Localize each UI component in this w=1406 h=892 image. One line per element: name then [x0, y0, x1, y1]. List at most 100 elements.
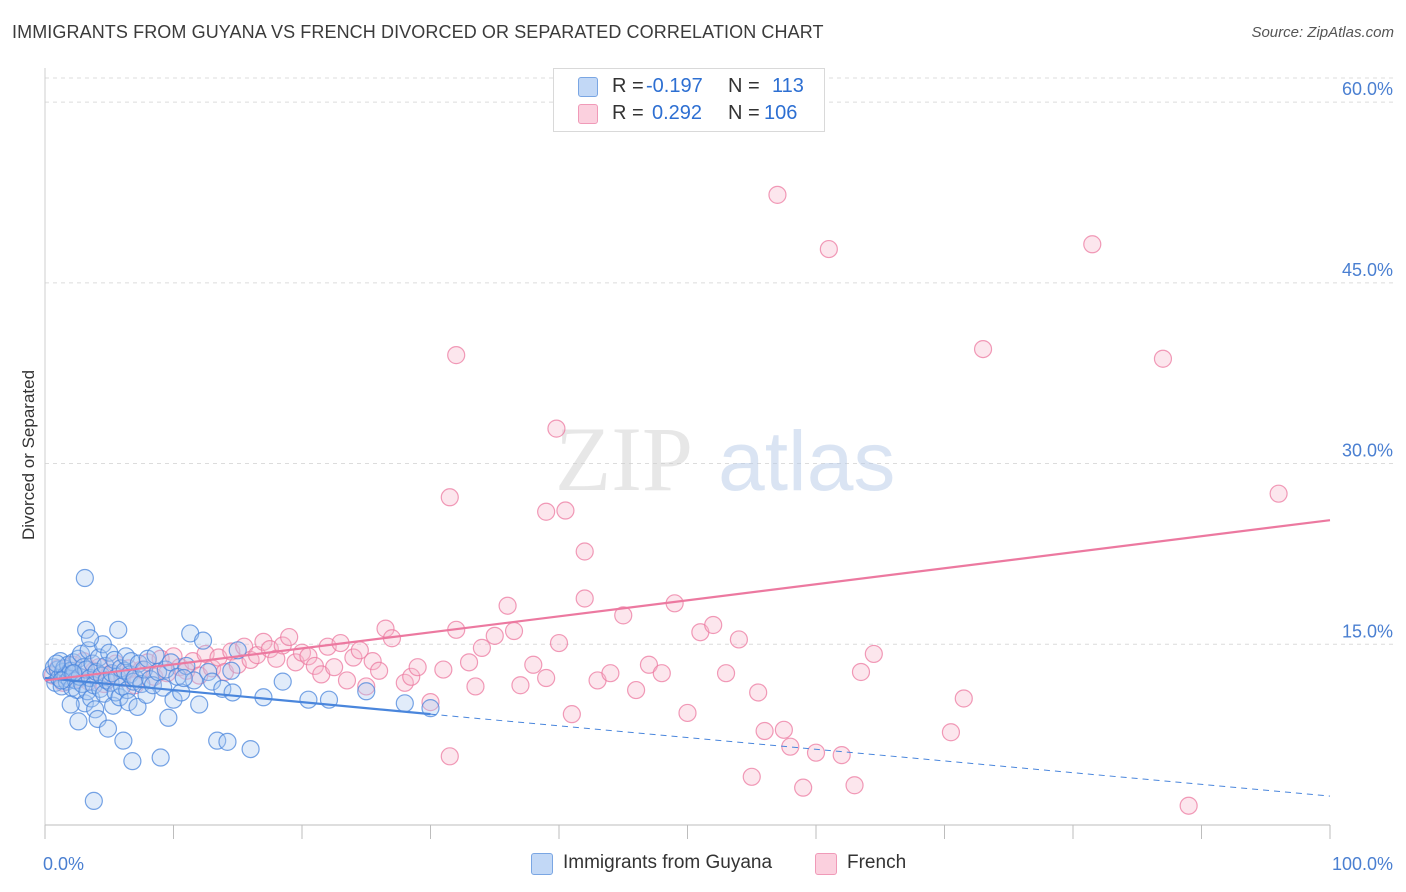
french-point [498, 596, 517, 615]
watermark-zip: ZIP [555, 408, 693, 510]
french-point [575, 589, 594, 608]
bottom-legend-label: French [847, 852, 907, 873]
french-point [729, 630, 749, 649]
guyana-point [218, 732, 237, 751]
guyana-point [164, 690, 183, 709]
guyana-point [199, 662, 218, 682]
french-point [459, 653, 479, 672]
french-point [749, 683, 768, 702]
y-tick-label: 30.0% [1342, 441, 1393, 461]
guyana-point [193, 631, 213, 650]
french-point [755, 721, 774, 741]
french-point [370, 661, 389, 680]
legend-r-value: 0.292 [652, 102, 703, 124]
guyana-point [77, 620, 96, 639]
grid-lines [45, 77, 1394, 645]
guyana-trend-extension [430, 713, 1331, 797]
stats-legend: R = -0.197 N = 113 R = 0.292 N = 106 [553, 68, 825, 132]
guyana-point [119, 693, 138, 712]
watermark: ZIP atlas [555, 408, 895, 510]
french-point [954, 689, 973, 708]
legend-n-value: 113 [772, 75, 804, 97]
y-tick-label: 45.0% [1342, 260, 1393, 280]
tick-labels: 15.0% 30.0% 45.0% 60.0% 0.0% 100.0% [43, 79, 1393, 874]
guyana-point [84, 791, 103, 811]
french-point [819, 239, 838, 259]
guyana-point [114, 731, 133, 750]
source-label: Source: ZipAtlas.com [1251, 24, 1394, 41]
axes [44, 68, 1331, 839]
french-point [1083, 235, 1102, 254]
french-point [1153, 349, 1173, 368]
legend-n-label: N = [728, 102, 760, 124]
french-point [325, 658, 344, 677]
french-point [511, 676, 530, 695]
french-point [742, 767, 761, 786]
french-point [774, 720, 793, 739]
guyana-point [395, 694, 414, 713]
guyana-points [42, 568, 440, 811]
legend-r-label: R = [612, 102, 644, 124]
french-point [973, 339, 993, 359]
french-point [768, 185, 787, 204]
french-point [344, 648, 363, 667]
french-point [447, 346, 466, 365]
guyana-point [159, 708, 178, 727]
guyana-point [110, 688, 129, 707]
french-point [337, 671, 357, 690]
french-point [851, 662, 871, 682]
guyana-point [95, 684, 114, 703]
y-axis-title: Divorced or Separated [19, 370, 38, 540]
french-point [652, 664, 671, 683]
bottom-legend-swatch-french [815, 853, 837, 875]
legend-swatch-french [578, 104, 598, 124]
guyana-point [174, 668, 193, 688]
french-point [864, 644, 883, 664]
guyana-point [61, 695, 80, 714]
french-point [408, 658, 427, 677]
guyana-point [128, 697, 147, 717]
y-tick-label: 60.0% [1342, 79, 1393, 99]
french-point [421, 693, 440, 712]
french-point [434, 660, 453, 679]
french-point [524, 655, 543, 674]
bottom-legend-label: Immigrants from Guyana [563, 852, 773, 873]
french-point [363, 652, 382, 671]
french-point [614, 606, 633, 625]
french-trend-line [44, 519, 1331, 682]
french-point [402, 667, 421, 686]
guyana-point [123, 752, 142, 771]
french-point [547, 419, 566, 438]
french-point [472, 638, 491, 657]
guyana-point [357, 682, 376, 701]
legend-n-label: N = [728, 75, 760, 97]
french-point [626, 680, 646, 700]
bottom-legend-swatch-guyana [531, 853, 553, 875]
guyana-point [98, 719, 118, 738]
french-point [1179, 796, 1198, 815]
french-point [562, 705, 581, 724]
guyana-point [47, 654, 66, 673]
x-tick-label: 0.0% [43, 854, 84, 874]
french-point [575, 542, 594, 561]
french-point [941, 723, 961, 742]
french-point [806, 743, 826, 762]
french-point [781, 737, 800, 756]
guyana-point [241, 739, 260, 759]
chart-title: IMMIGRANTS FROM GUYANA VS FRENCH DIVORCE… [12, 22, 824, 42]
guyana-point [202, 672, 222, 691]
trend-lines [44, 519, 1331, 797]
guyana-point [299, 690, 318, 709]
french-point [1269, 484, 1288, 503]
legend-swatch-guyana [578, 77, 598, 97]
guyana-point [80, 629, 100, 648]
guyana-point [421, 699, 440, 718]
guyana-point [190, 695, 209, 714]
guyana-point [109, 620, 128, 639]
guyana-point [151, 748, 170, 767]
guyana-point [75, 568, 94, 588]
french-point [845, 776, 864, 795]
french-point [537, 668, 556, 688]
french-point [280, 627, 299, 647]
